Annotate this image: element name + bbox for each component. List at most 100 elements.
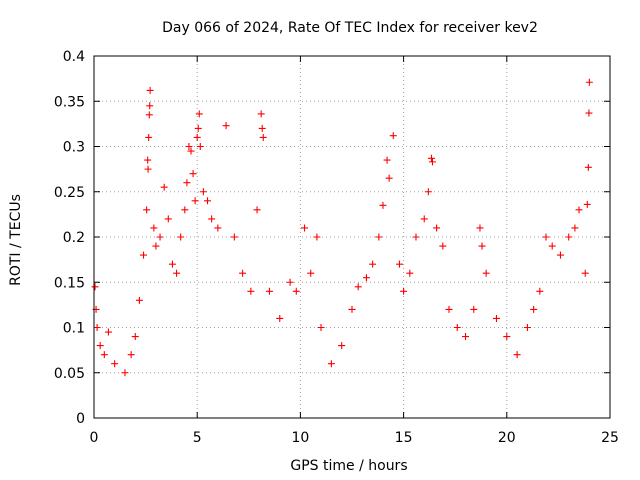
data-point (199, 188, 207, 196)
y-axis-label: ROTI / TECUs (8, 194, 24, 286)
data-point (445, 305, 453, 313)
x-tick-label: 20 (498, 430, 516, 446)
data-point (395, 260, 403, 268)
data-point (575, 206, 583, 214)
data-point (375, 233, 383, 241)
data-point (406, 269, 414, 277)
y-tick-label: 0.15 (54, 275, 85, 291)
data-point (259, 133, 267, 141)
data-point (185, 143, 193, 150)
data-point (258, 124, 266, 132)
data-point (193, 133, 201, 141)
data-point (247, 287, 255, 295)
data-point (584, 163, 592, 171)
data-point (144, 165, 152, 173)
data-point (100, 351, 108, 359)
plot-frame (93, 55, 611, 419)
data-point (222, 122, 230, 130)
data-point (145, 111, 153, 119)
data-point (492, 314, 500, 322)
y-tick-label: 0 (76, 411, 85, 427)
data-point (385, 174, 393, 182)
data-point (503, 333, 511, 341)
data-point (338, 342, 346, 350)
data-point (433, 224, 441, 232)
data-point (143, 206, 151, 214)
data-point (208, 215, 216, 223)
data-point (548, 242, 556, 250)
data-point (177, 233, 185, 241)
data-point (439, 242, 447, 250)
data-point (327, 360, 335, 368)
data-point (183, 179, 191, 187)
y-tick-label: 0.25 (54, 185, 85, 201)
x-tick-label: 25 (601, 430, 619, 446)
data-point (476, 224, 484, 232)
data-point (204, 197, 212, 205)
data-point (348, 305, 356, 313)
data-point (191, 197, 199, 205)
data-point (428, 158, 436, 166)
y-tick-label: 0.3 (63, 140, 85, 156)
data-point (127, 351, 135, 359)
x-tick-label: 15 (395, 430, 413, 446)
data-point (96, 342, 104, 350)
y-tick-label: 0.4 (63, 49, 85, 65)
data-points (91, 78, 593, 377)
chart-title: Day 066 of 2024, Rate Of TEC Index for r… (162, 20, 538, 36)
data-point (478, 242, 486, 250)
y-tick-label: 0.35 (54, 94, 85, 110)
data-point (214, 224, 222, 232)
data-point (187, 147, 195, 155)
data-point (230, 233, 238, 241)
axes: 0 0.05 0.1 0.15 0.2 0.25 0.3 0.35 0.4 0 5 10 15 20 25 (54, 49, 619, 446)
data-point (556, 251, 564, 259)
data-point (253, 206, 261, 214)
data-point (111, 360, 119, 368)
data-point (152, 242, 160, 250)
data-point (156, 233, 164, 241)
x-tick-label: 10 (291, 430, 309, 446)
data-point (383, 156, 391, 164)
data-point (530, 305, 538, 313)
data-point (194, 124, 202, 132)
data-point (571, 224, 579, 232)
y-tick-label: 0.1 (63, 321, 85, 337)
data-point (362, 274, 370, 282)
data-point (145, 133, 153, 141)
data-point (146, 86, 154, 94)
data-point (265, 287, 273, 295)
data-point (581, 269, 589, 277)
data-point (400, 287, 408, 295)
data-point (292, 287, 300, 295)
data-point (196, 143, 204, 150)
data-point (354, 283, 362, 291)
data-point (470, 305, 478, 313)
data-point (276, 314, 284, 322)
data-point (91, 283, 99, 291)
data-point (317, 324, 325, 331)
data-point (536, 287, 544, 295)
data-point (307, 269, 315, 277)
data-point (257, 110, 265, 118)
data-point (173, 269, 181, 277)
data-point (482, 269, 490, 277)
data-point (389, 132, 397, 140)
data-point (131, 333, 139, 341)
data-point (181, 206, 189, 214)
data-point (585, 78, 593, 86)
data-point (121, 369, 129, 377)
data-point (150, 224, 158, 232)
data-point (542, 233, 550, 241)
data-point (523, 324, 531, 331)
data-point (195, 110, 203, 118)
data-point (420, 215, 428, 223)
data-point (135, 296, 143, 304)
data-point (93, 324, 101, 331)
data-point (583, 200, 591, 208)
data-point (164, 215, 172, 223)
data-point (369, 260, 377, 268)
data-point (412, 233, 420, 241)
data-point (585, 109, 593, 117)
